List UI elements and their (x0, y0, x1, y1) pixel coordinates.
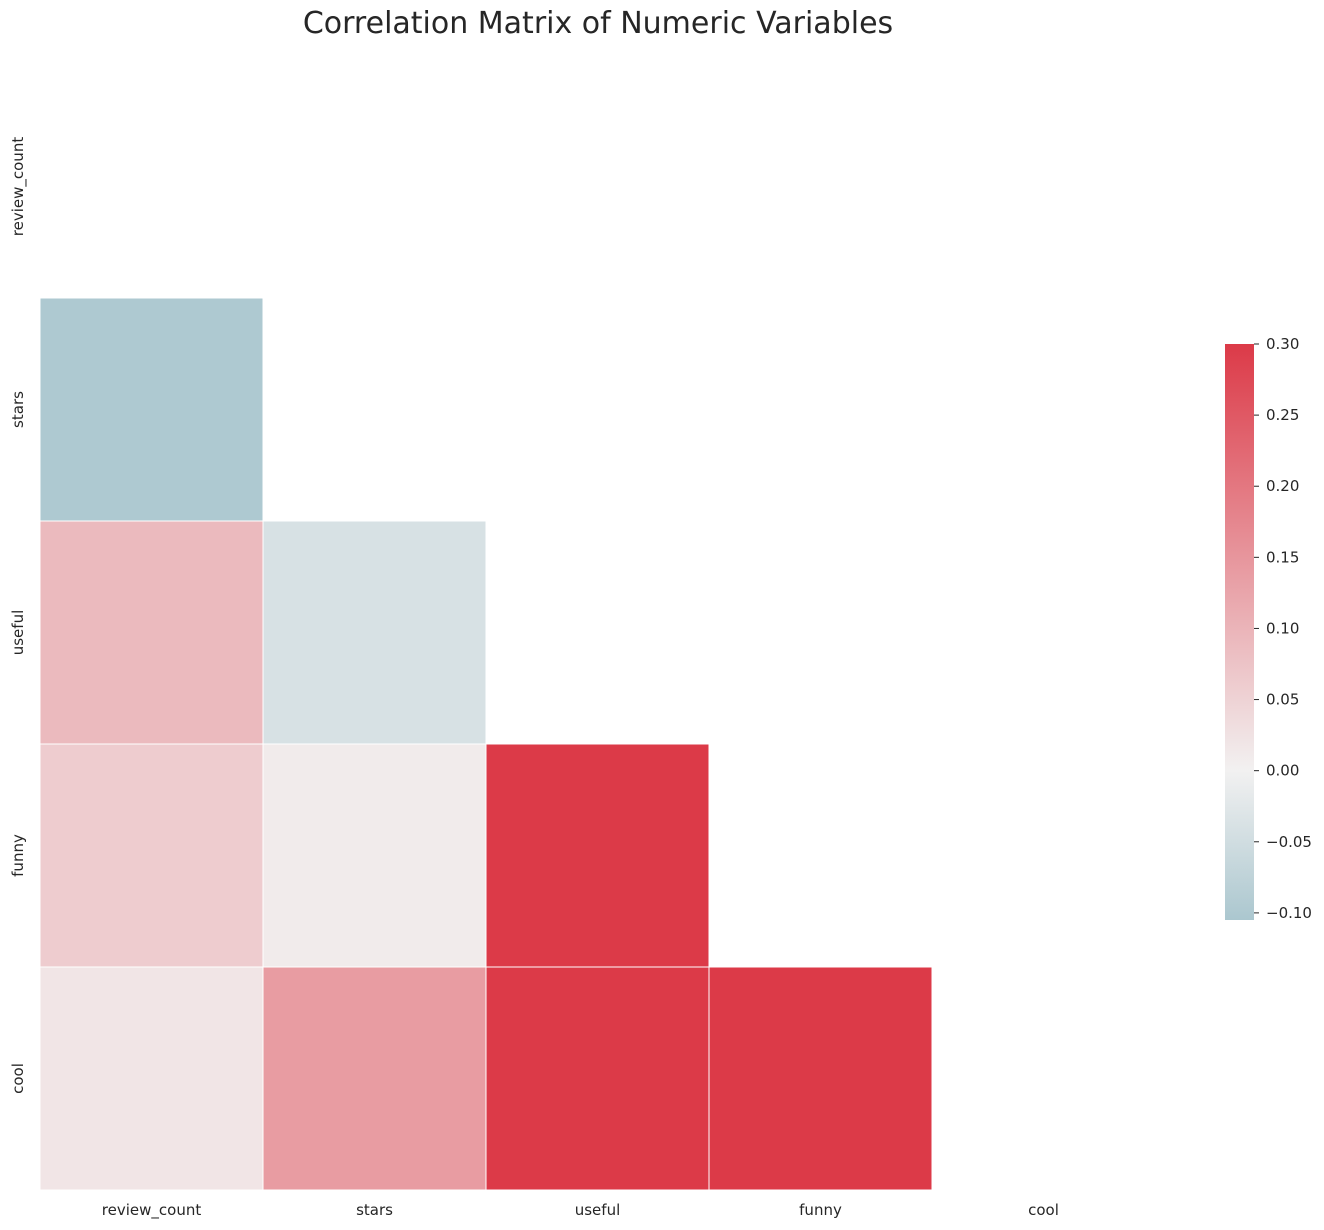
y-tick-label-cool: cool (9, 1063, 27, 1094)
x-tick-label-funny: funny (799, 1201, 842, 1219)
heatmap-cell-funny-stars (262, 743, 487, 968)
heatmap-cell-cool-review_count (39, 966, 264, 1191)
y-tick-label-stars: stars (9, 391, 27, 428)
heatmap-cell-useful-review_count (39, 520, 264, 745)
colorbar: 0.30 0.25 0.20 0.15 0.10 0.05 0.00 −0.05 −0.10 (1225, 335, 1312, 922)
colorbar-tick-label: 0.00 (1266, 762, 1299, 780)
x-tick-label-cool: cool (1028, 1201, 1059, 1219)
colorbar-gradient (1225, 344, 1254, 920)
heatmap-cell-useful-stars (262, 520, 487, 745)
chart-title: Correlation Matrix of Numeric Variables (303, 6, 893, 41)
x-tick-label-useful: useful (575, 1201, 621, 1219)
heatmap-cell-funny-useful (485, 743, 710, 968)
x-tick-label-stars: stars (356, 1201, 393, 1219)
heatmap-cell-funny-review_count (39, 743, 264, 968)
heatmap-cell-cool-stars (262, 966, 487, 1191)
colorbar-tick-label: 0.10 (1266, 619, 1299, 637)
heatmap-cell-cool-funny (708, 966, 933, 1191)
colorbar-tick-label: 0.15 (1266, 548, 1299, 566)
x-tick-label-review_count: review_count (102, 1201, 202, 1220)
colorbar-tick-label: 0.20 (1266, 477, 1299, 495)
heatmap-cell-stars-review_count (39, 297, 264, 522)
colorbar-tick-label: −0.05 (1266, 833, 1312, 851)
x-axis-tick-labels: review_count stars useful funny cool (102, 1201, 1059, 1220)
colorbar-tick-label: 0.05 (1266, 691, 1299, 709)
y-tick-label-useful: useful (9, 610, 27, 656)
heatmap-cells (39, 297, 933, 1191)
colorbar-tick-label: 0.30 (1266, 335, 1299, 353)
colorbar-tick-label: −0.10 (1266, 904, 1312, 922)
colorbar-tick-label: 0.25 (1266, 406, 1299, 424)
heatmap-cell-cool-useful (485, 966, 710, 1191)
y-tick-label-review_count: review_count (9, 137, 28, 237)
y-tick-label-funny: funny (9, 834, 27, 877)
